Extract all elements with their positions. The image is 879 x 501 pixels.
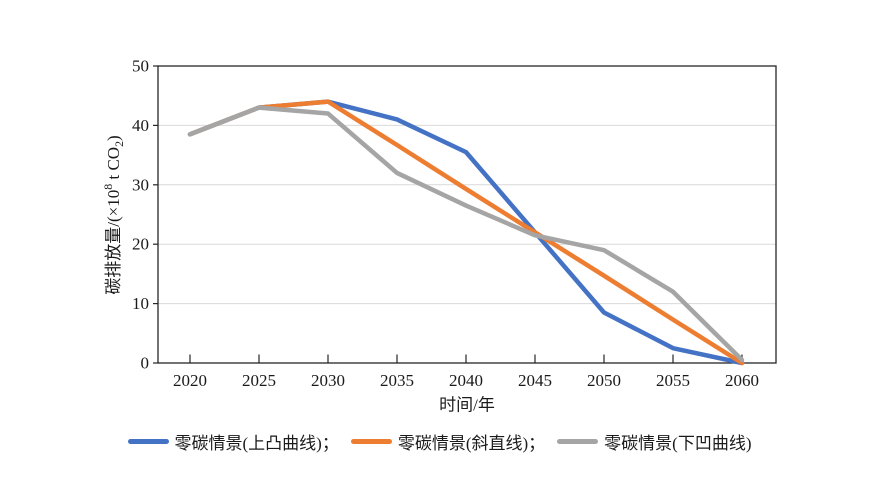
y-axis-title-close: ) (103, 135, 123, 141)
x-tick-label-2040: 2040 (449, 371, 483, 390)
plot-border (157, 65, 777, 364)
legend-item-concave: 零碳情景(下凹曲线) (557, 429, 751, 454)
legend-label-concave: 零碳情景(下凹曲线) (604, 434, 752, 453)
x-tick-label-2030: 2030 (311, 371, 345, 390)
legend-label-convex: 零碳情景(上凸曲线)； (174, 434, 339, 453)
series-line-1 (187, 99, 745, 366)
y-axis-title: 碳排放量/(×108 t CO2) (99, 135, 127, 294)
legend-item-linear: 零碳情景(斜直线)； (350, 429, 546, 454)
x-axis-title: 时间/年 (439, 395, 495, 415)
legend-swatch-concave (557, 439, 599, 444)
series-line-0 (187, 99, 745, 366)
x-tick-label-2055: 2055 (656, 371, 690, 390)
y-tick-label-50: 50 (132, 57, 149, 76)
x-tick-label-2045: 2045 (518, 371, 552, 390)
y-axis-subscript: 2 (112, 140, 127, 147)
legend: 零碳情景(上凸曲线)； 零碳情景(斜直线)； 零碳情景(下凹曲线) (0, 429, 879, 454)
y-axis-unit: t CO (103, 146, 123, 184)
y-axis-exponent: 8 (101, 183, 116, 190)
y-tick-label-10: 10 (132, 294, 149, 313)
x-tick-label-2025: 2025 (242, 371, 276, 390)
y-axis-title-text: 碳排放量/(×10 (103, 189, 123, 295)
legend-swatch-convex (127, 439, 169, 444)
legend-item-convex: 零碳情景(上凸曲线)； (127, 429, 339, 454)
x-tick-label-2050: 2050 (587, 371, 621, 390)
series-line-2 (187, 105, 745, 363)
y-tick-label-30: 30 (132, 175, 149, 194)
legend-label-linear: 零碳情景(斜直线)； (397, 434, 546, 453)
legend-swatch-linear (350, 439, 392, 444)
y-tick-label-0: 0 (141, 354, 150, 373)
y-tick-label-40: 40 (132, 116, 149, 135)
x-tick-label-2035: 2035 (380, 371, 414, 390)
x-tick-label-2060: 2060 (725, 371, 759, 390)
x-tick-label-2020: 2020 (173, 371, 207, 390)
y-tick-label-20: 20 (132, 235, 149, 254)
